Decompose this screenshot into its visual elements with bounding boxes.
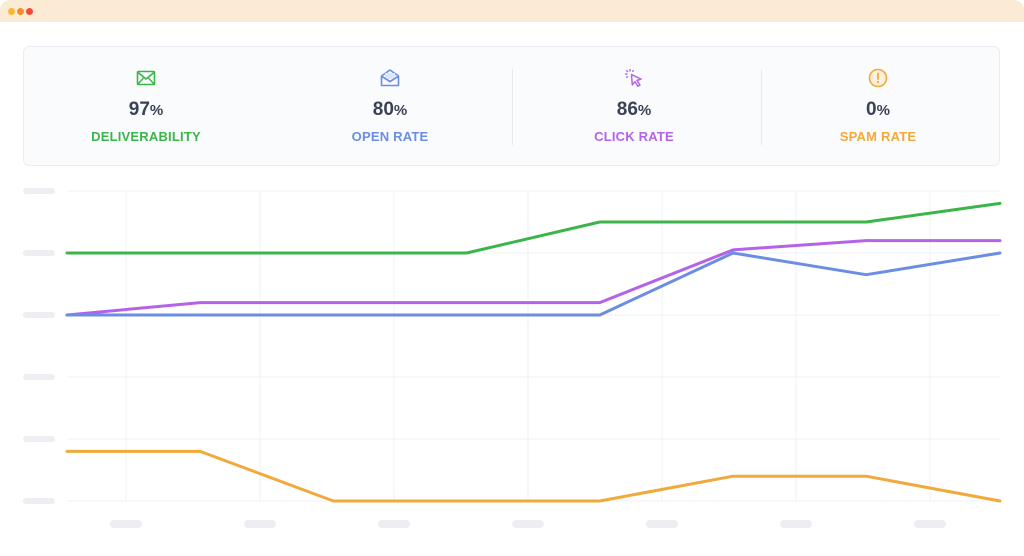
x-tick-placeholder <box>110 520 142 528</box>
stat-divider <box>512 69 513 145</box>
envelope-icon <box>136 70 156 86</box>
x-tick-placeholder <box>244 520 276 528</box>
stat-label: CLICK RATE <box>594 129 674 144</box>
x-tick-placeholder <box>378 520 410 528</box>
y-tick-placeholder <box>23 250 55 256</box>
x-tick-placeholder <box>646 520 678 528</box>
stat-deliverability: 97% DELIVERABILITY <box>24 47 268 167</box>
y-tick-placeholder <box>23 312 55 318</box>
stat-value: 86% <box>616 99 652 120</box>
cursor-click-icon <box>625 69 642 88</box>
y-tick-placeholder <box>23 188 55 194</box>
y-tick-placeholder <box>23 498 55 504</box>
window-maximize-dot[interactable] <box>17 8 24 15</box>
stat-divider <box>761 69 762 145</box>
stat-spam-rate: 0% SPAM RATE <box>756 47 1000 167</box>
y-tick-placeholder <box>23 374 55 380</box>
window-minimize-dot[interactable] <box>8 8 15 15</box>
stat-label: SPAM RATE <box>839 129 917 144</box>
series-line-spam-rate <box>65 449 1002 503</box>
stat-open-rate: 80% OPEN RATE <box>268 47 512 167</box>
open-envelope-icon <box>380 69 400 87</box>
x-tick-placeholder <box>780 520 812 528</box>
stats-summary-card: 97% DELIVERABILITY 80% OPEN RATE <box>23 46 1000 166</box>
stat-value: 97% <box>128 99 164 120</box>
series-line-click-rate <box>65 239 1002 317</box>
stat-label: OPEN RATE <box>351 129 429 144</box>
line-chart <box>0 176 1024 546</box>
stat-value: 80% <box>372 99 408 120</box>
series-line-open-rate <box>65 251 1002 317</box>
window-close-dot[interactable] <box>26 8 33 15</box>
line-chart-svg <box>23 188 1002 528</box>
alert-circle-icon <box>868 68 888 88</box>
y-tick-placeholder <box>23 436 55 442</box>
stat-click-rate: 86% CLICK RATE <box>512 47 756 167</box>
stat-value: 0% <box>866 99 890 120</box>
series-line-deliverability <box>65 201 1002 255</box>
x-tick-placeholder <box>914 520 946 528</box>
window-titlebar <box>0 0 1024 22</box>
stat-label: DELIVERABILITY <box>91 129 201 144</box>
x-tick-placeholder <box>512 520 544 528</box>
